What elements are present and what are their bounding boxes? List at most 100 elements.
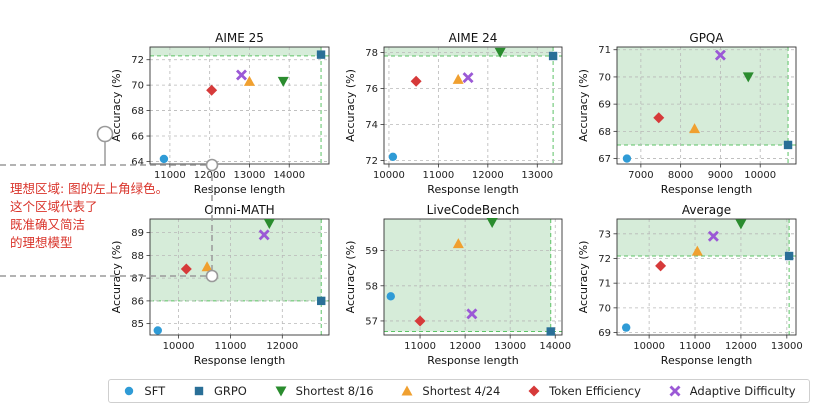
x-tick-label: 11000	[422, 170, 454, 181]
chart-panel-aime-25: 11000 12000 13000 14000 64 66 68 70 72 AIME 25 Res…	[110, 31, 330, 196]
x-tick-label: 13000	[521, 170, 553, 181]
x-tick-label: 10000	[633, 341, 665, 352]
legend-label: SFT	[144, 384, 166, 398]
x-stroke	[466, 308, 478, 320]
y-tick-label: 70	[598, 303, 611, 314]
data-point-shortest-4-24	[243, 75, 255, 86]
y-tick-label: 73	[598, 229, 611, 240]
data-point-token-efficiency	[655, 260, 667, 272]
plot-frame	[149, 46, 330, 165]
callout-circle	[96, 125, 114, 143]
data-point-shortest-8-16	[742, 72, 754, 83]
x-stroke	[235, 69, 247, 81]
plot-frame	[383, 218, 563, 336]
ideal-region	[384, 219, 551, 332]
y-axis-label: Accuracy (%)	[344, 69, 357, 142]
data-point-sft	[153, 326, 162, 335]
plot-frame	[616, 218, 797, 336]
data-point-grpo	[548, 51, 558, 61]
x-tick-label: 12000	[725, 341, 757, 352]
data-point-token-efficiency	[414, 315, 426, 327]
y-tick-label: 59	[365, 246, 378, 257]
data-point-adaptive-difficulty	[707, 230, 719, 242]
data-point-shortest-8-16	[486, 218, 498, 229]
y-tick-label: 72	[598, 254, 611, 265]
legend-item-shortest-4-24: Shortest 4/24	[400, 384, 500, 398]
chart-panel-average: 10000 11000 12000 13000 69 70 71 72 73 Average Res…	[577, 203, 803, 367]
x-stroke	[714, 49, 726, 61]
x-tick-label: 10000	[163, 341, 195, 352]
x-marker	[669, 385, 681, 397]
y-tick-label: 58	[365, 281, 378, 292]
callout-circle	[205, 269, 219, 283]
x-axis-label: Response length	[427, 354, 518, 367]
y-axis-label: Accuracy (%)	[577, 69, 590, 142]
y-tick-label: 70	[598, 72, 611, 83]
chart-title: LiveCodeBench	[427, 203, 520, 217]
legend-label: Shortest 4/24	[422, 384, 501, 398]
y-tick-label: 86	[131, 296, 144, 307]
x-tick-label: 12000	[449, 341, 481, 352]
data-point-adaptive-difficulty	[258, 229, 270, 241]
y-tick-label: 68	[598, 127, 611, 138]
plot-frame	[149, 218, 330, 336]
data-point-adaptive-difficulty	[235, 69, 247, 81]
chart-panel-aime-24: 10000 11000 12000 13000 72 74 76 78 AIME 24 Respo…	[344, 31, 563, 196]
y-tick-label: 64	[131, 157, 144, 168]
chart-title: Average	[682, 203, 731, 217]
x-tick-label: 13000	[494, 341, 526, 352]
y-tick-label: 70	[131, 81, 144, 92]
ideal-region	[150, 47, 322, 56]
legend-marker	[194, 386, 204, 396]
x-stroke	[462, 72, 474, 84]
x-tick-label: 14000	[539, 341, 571, 352]
callout-circle	[205, 158, 219, 172]
legend-marker	[275, 386, 287, 397]
data-point-shortest-8-16	[735, 219, 747, 230]
legend-item-grpo: GRPO	[192, 384, 247, 398]
x-tick-label: 13000	[771, 341, 803, 352]
x-tick-label: 10000	[744, 170, 776, 181]
data-point-sft	[159, 154, 169, 164]
y-tick-label: 69	[598, 328, 611, 339]
diamond-marker	[528, 385, 540, 397]
x-tick-label: 11000	[215, 341, 247, 352]
data-point-sft	[388, 152, 398, 161]
data-point-sft	[622, 154, 632, 163]
data-point-grpo	[546, 327, 555, 336]
x-axis-label: Response length	[427, 183, 518, 196]
x-tick-label: 8000	[668, 170, 693, 181]
data-point-sft	[386, 292, 395, 301]
x-tick-label: 12000	[266, 341, 298, 352]
y-tick-label: 57	[365, 316, 378, 327]
y-tick-label: 71	[598, 279, 611, 290]
x-tick-label: 10000	[373, 170, 405, 181]
y-tick-label: 68	[131, 106, 144, 117]
annotation-line: 既准确又简洁	[10, 217, 86, 232]
x-tick-label: 12000	[194, 170, 226, 181]
y-tick-label: 72	[131, 55, 144, 66]
data-point-shortest-8-16	[277, 76, 289, 87]
data-point-grpo	[316, 50, 326, 59]
data-point-token-efficiency	[180, 263, 192, 275]
y-axis-label: Accuracy (%)	[110, 241, 123, 314]
legend-marker	[125, 386, 134, 396]
annotation-line: 这个区域代表了	[10, 199, 98, 214]
chart-panel-livecodebench: 11000 12000 13000 14000 57 58 59 LiveCodeBench R…	[344, 203, 571, 367]
x-axis-label: Response length	[194, 183, 285, 196]
x-tick-label: 7000	[628, 170, 653, 181]
chart-title: GPQA	[689, 31, 724, 45]
data-point-adaptive-difficulty	[466, 308, 478, 320]
legend-label: Token Efficiency	[549, 384, 641, 398]
chart-title: AIME 25	[215, 31, 264, 45]
y-tick-label: 89	[131, 228, 144, 239]
x-axis-label: Response length	[661, 183, 752, 196]
y-tick-label: 72	[365, 156, 378, 167]
square-marker	[194, 386, 204, 396]
x-stroke	[258, 229, 270, 241]
legend-item-token-efficiency: Token Efficiency	[527, 384, 641, 398]
y-tick-label: 74	[365, 120, 378, 131]
x-tick-label: 11000	[154, 170, 186, 181]
data-point-token-efficiency	[206, 84, 218, 96]
data-point-grpo	[317, 296, 326, 306]
